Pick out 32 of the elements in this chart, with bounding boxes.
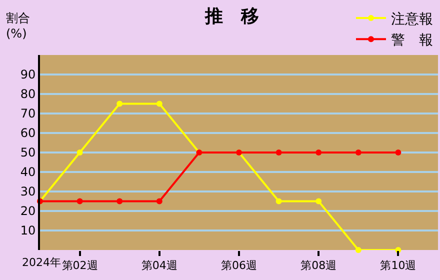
point xyxy=(76,150,83,156)
y-tick-label: 50 xyxy=(20,146,36,160)
point xyxy=(116,198,123,204)
y-tick-label: 20 xyxy=(20,204,36,218)
y-tick-label: 10 xyxy=(20,224,36,238)
point xyxy=(156,198,162,204)
y-axis-title: 割合 (%) xyxy=(6,11,30,41)
x-tick-label: 第06週 xyxy=(221,259,257,272)
chart-title: 推 移 xyxy=(204,6,259,27)
y-tick-label: 30 xyxy=(20,184,36,199)
point xyxy=(116,100,123,107)
x-axis-title: 2024年 xyxy=(22,256,61,269)
point xyxy=(276,198,282,204)
x-tick-label: 第04週 xyxy=(141,259,178,272)
legend-label: 注意報 xyxy=(391,11,433,28)
point xyxy=(355,150,362,156)
point xyxy=(76,198,83,204)
y-tick-label: 90 xyxy=(20,68,36,82)
legend-label: 警 報 xyxy=(391,32,433,49)
point xyxy=(395,150,402,156)
point xyxy=(276,150,282,156)
y-tick-label: 70 xyxy=(20,106,36,121)
point xyxy=(156,100,162,107)
y-tick-label: 80 xyxy=(20,87,36,102)
x-tick-label: 第10週 xyxy=(380,259,416,272)
point xyxy=(316,198,322,204)
y-tick-label: 60 xyxy=(20,126,36,140)
point xyxy=(316,150,322,156)
x-tick-label: 第08週 xyxy=(300,259,337,272)
y-tick-label: 40 xyxy=(20,165,36,180)
point xyxy=(355,247,362,253)
x-tick-label: 第02週 xyxy=(62,259,98,272)
